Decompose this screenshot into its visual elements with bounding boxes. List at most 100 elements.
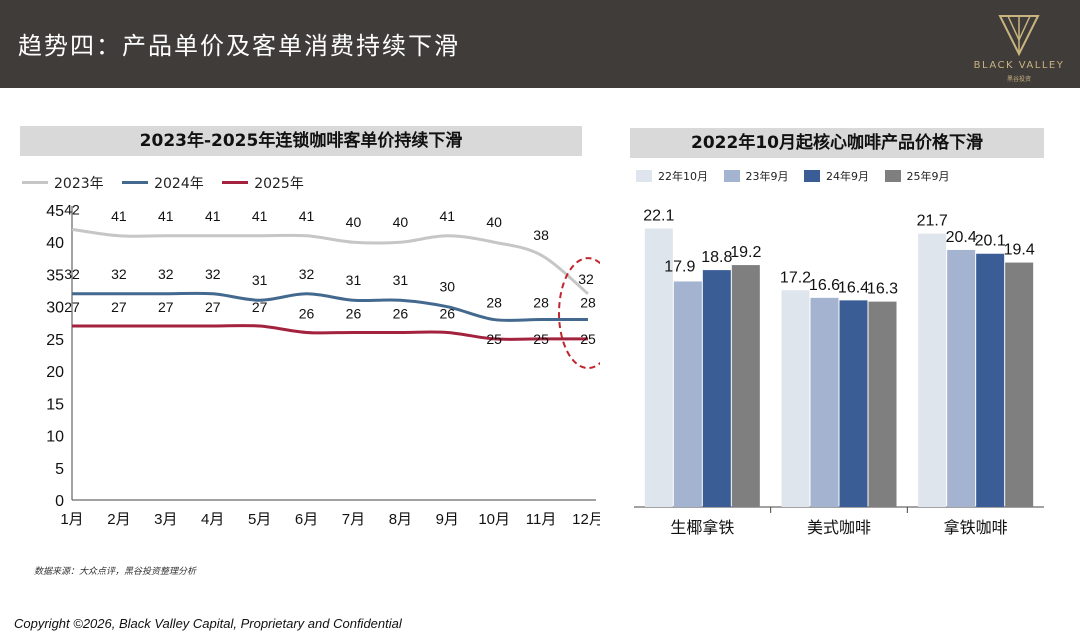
bar-value-label: 16.4 — [838, 279, 869, 296]
x-tick-label: 4月 — [201, 511, 224, 528]
data-label: 38 — [533, 227, 549, 243]
data-source-note: 数据来源：大众点评，黑谷投资整理分析 — [34, 567, 197, 577]
legend-label: 22年10月 — [658, 170, 708, 183]
bar-value-label: 21.7 — [917, 213, 948, 230]
x-tick-label: 1月 — [60, 511, 83, 528]
legend-item-24-9: 24年9月 — [804, 168, 869, 184]
right-panel-title: 2022年10月起核心咖啡产品价格下滑 — [630, 128, 1044, 158]
y-tick-label: 30 — [46, 300, 64, 317]
bar-value-label: 22.1 — [643, 208, 674, 225]
x-tick-label: 5月 — [248, 511, 271, 528]
bar-22年10月-生椰拿铁 — [644, 228, 673, 508]
data-label: 27 — [64, 299, 80, 315]
legend-item-22-10: 22年10月 — [636, 168, 708, 184]
bar-22年10月-拿铁咖啡 — [918, 233, 947, 507]
data-label: 32 — [299, 266, 315, 282]
category-label: 美式咖啡 — [807, 519, 871, 537]
header-bar: 趋势四：产品单价及客单消费持续下滑 BLACK VALLEY 黑谷投资 — [0, 0, 1080, 88]
legend-item-23-9: 23年9月 — [723, 168, 789, 184]
data-label: 40 — [393, 214, 409, 230]
logo-name: BLACK VALLEY — [973, 60, 1065, 71]
legend-label: 23年9月 — [745, 170, 789, 183]
slide-title: 趋势四：产品单价及客单消费持续下滑 — [18, 32, 460, 60]
bar-25年9月-拿铁咖啡 — [1005, 262, 1034, 507]
bar-value-label: 16.6 — [809, 277, 840, 294]
series-line-2023年 — [71, 227, 589, 295]
series-line-2025年 — [72, 324, 588, 341]
y-tick-label: 10 — [46, 429, 64, 446]
bar-value-label: 19.2 — [730, 244, 761, 261]
bar-22年10月-美式咖啡 — [781, 290, 810, 507]
data-label: 27 — [205, 299, 221, 315]
data-label: 27 — [111, 299, 127, 315]
data-label: 26 — [439, 305, 455, 321]
logo-sub: 黑谷投资 — [1006, 76, 1031, 83]
data-label: 26 — [299, 305, 315, 321]
data-label: 27 — [252, 299, 268, 315]
bar-23年9月-美式咖啡 — [810, 297, 839, 507]
y-tick-label: 40 — [46, 235, 64, 252]
x-tick-label: 2月 — [107, 511, 130, 528]
category-label: 生椰拿铁 — [670, 518, 734, 537]
legend-label: 2025年 — [254, 175, 304, 192]
data-label: 27 — [158, 299, 174, 315]
bar-23年9月-拿铁咖啡 — [947, 249, 976, 507]
x-tick-label: 12月 — [572, 511, 600, 528]
data-label: 31 — [346, 272, 362, 288]
legend-item-2024: 2024年 — [122, 173, 204, 193]
data-label: 41 — [205, 208, 221, 224]
data-label: 41 — [111, 208, 127, 224]
brand-logo: BLACK VALLEY 黑谷投资 — [960, 10, 1078, 84]
legend-label: 25年9月 — [906, 170, 950, 183]
legend-item-2025: 2025年 — [222, 173, 304, 193]
legend-label: 2024年 — [154, 175, 204, 192]
bar-legend: 22年10月 23年9月 24年9月 25年9月 — [636, 168, 962, 185]
data-label: 32 — [578, 271, 594, 287]
bar-value-label: 19.4 — [1004, 242, 1035, 259]
highlight-ellipse — [558, 257, 600, 370]
data-label: 40 — [346, 214, 362, 230]
bar-24年9月-拿铁咖啡 — [976, 253, 1005, 507]
bar-value-label: 18.8 — [701, 249, 732, 266]
series-line-2024年 — [72, 291, 588, 322]
data-label: 26 — [346, 305, 362, 321]
data-label: 41 — [252, 208, 268, 224]
data-label: 31 — [393, 272, 409, 288]
data-label: 42 — [64, 201, 80, 217]
category-label: 拿铁咖啡 — [944, 518, 1008, 537]
y-tick-label: 45 — [46, 203, 64, 220]
bar-value-label: 17.2 — [780, 269, 811, 286]
legend-item-2023: 2023年 — [22, 173, 104, 193]
data-label: 32 — [111, 266, 127, 282]
bar-value-label: 16.3 — [867, 281, 898, 298]
legend-swatch — [636, 170, 652, 182]
legend-swatch — [222, 181, 249, 184]
bar-25年9月-生椰拿铁 — [731, 265, 760, 507]
legend-item-25-9: 25年9月 — [884, 168, 950, 184]
data-label: 41 — [439, 208, 455, 224]
x-tick-label: 8月 — [389, 511, 412, 528]
copyright-notice: Copyright ©2026, Black Valley Capital, P… — [14, 616, 402, 631]
y-tick-label: 25 — [46, 332, 64, 349]
x-tick-label: 10月 — [478, 511, 510, 528]
x-tick-label: 11月 — [526, 511, 557, 528]
left-panel-title: 2023年-2025年连锁咖啡客单价持续下滑 — [20, 126, 582, 156]
legend-swatch — [804, 170, 820, 182]
y-tick-label: 15 — [46, 396, 64, 413]
y-tick-label: 0 — [55, 493, 64, 510]
data-label: 28 — [486, 295, 502, 311]
x-tick-label: 7月 — [342, 511, 365, 528]
bar-24年9月-美式咖啡 — [839, 300, 868, 507]
legend-label: 24年9月 — [826, 170, 869, 183]
y-tick-label: 5 — [55, 461, 64, 478]
bar-chart: 22.1 17.9 18.819.2 生椰拿铁 17.216.616.416.3 美式咖啡… — [634, 208, 1044, 537]
data-label: 40 — [486, 214, 502, 230]
data-label: 31 — [252, 272, 268, 288]
x-tick-label: 6月 — [295, 511, 318, 528]
y-tick-label: 35 — [46, 267, 64, 284]
data-label: 32 — [64, 266, 80, 282]
legend-label: 2023年 — [54, 175, 104, 192]
x-tick-label: 3月 — [154, 511, 177, 528]
data-label: 25 — [533, 331, 549, 347]
bar-25年9月-美式咖啡 — [868, 301, 897, 507]
